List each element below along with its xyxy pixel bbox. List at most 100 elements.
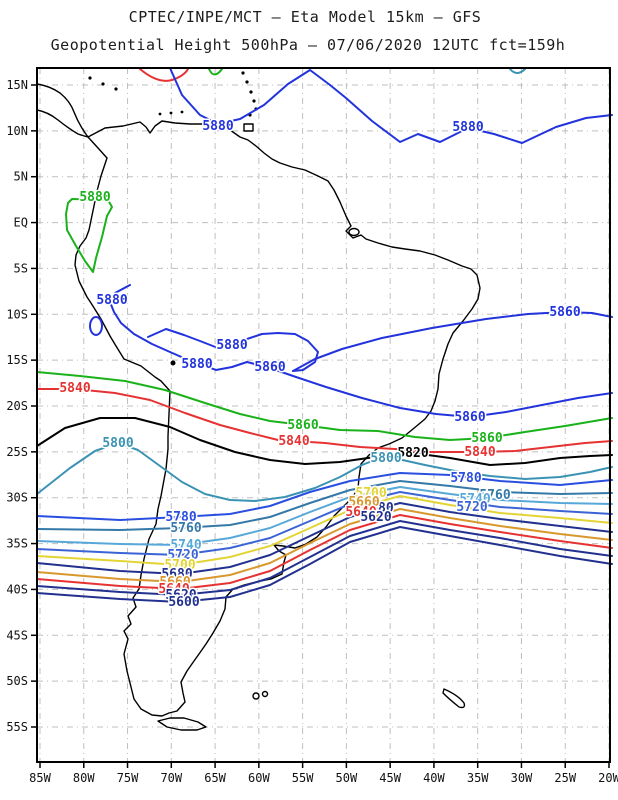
contour-label: 5720 (456, 500, 487, 515)
contour-5820 (36, 417, 613, 466)
coastline-central-america-caribbean (36, 83, 89, 138)
contour-label: 5880 (96, 293, 127, 308)
contour-label: 5800 (370, 451, 401, 466)
island-falkland-west (252, 692, 260, 700)
contour-label: 5760 (170, 521, 201, 536)
lon-tick-label: 60W (248, 771, 270, 785)
lat-tick-label: EQ (14, 216, 28, 230)
lon-tick-label: 45W (379, 771, 401, 785)
lon-tick-label: 25W (554, 771, 576, 785)
page-title: CPTEC/INPE/MCT – Eta Model 15km – GFS (129, 8, 482, 26)
contour-labels: 5880 5880 5880 5880 5880 5880 5860 5860 5860 5860… (58, 118, 582, 612)
contour-label: 5640 (345, 505, 376, 520)
contour-label: 5880 (216, 338, 247, 353)
contour-label: 5700 (355, 486, 386, 501)
lat-tick-label: 40S (6, 582, 28, 596)
lon-tick-label: 55W (292, 771, 314, 785)
contour-layer (36, 67, 613, 603)
lat-tick-label: 45S (6, 628, 28, 642)
contour-label: 5860 (454, 410, 485, 425)
island-trinidad (243, 123, 254, 132)
contour-5740 (36, 486, 613, 546)
lake-titicaca (170, 360, 176, 366)
lat-tick-label: 55S (6, 720, 28, 734)
contour-label: 5860 (549, 305, 580, 320)
contour-label: 5740 (459, 492, 490, 507)
contour-label: 5880 (181, 357, 212, 372)
contour-5720 (36, 491, 613, 556)
contour-5780 (36, 472, 613, 521)
lon-tick-label: 40W (423, 771, 445, 785)
contour-label: 5880 (202, 119, 233, 134)
coastline-layer (36, 71, 481, 731)
lat-tick-label: 20S (6, 399, 28, 413)
lat-tick-label: 10N (6, 124, 28, 138)
lat-tick-label: 15S (6, 353, 28, 367)
contour-label: 5860 (471, 431, 502, 446)
contour-label: 5820 (397, 446, 428, 461)
contour-5620 (36, 520, 613, 596)
contour-5760 (36, 480, 613, 531)
lon-tick-label: 30W (511, 771, 533, 785)
contour-5600 (36, 526, 613, 603)
island-south-georgia (442, 688, 466, 709)
contour-5840 (36, 388, 613, 453)
lat-tick-label: 30S (6, 491, 28, 505)
contour-label: 5700 (164, 558, 195, 573)
contour-label: 5680 (161, 567, 192, 582)
contour-label: 5860 (287, 418, 318, 433)
lat-tick-label: 5S (14, 261, 28, 275)
contour-label: 5860 (254, 360, 285, 375)
contour-5860-ridge-top (292, 311, 613, 372)
contour-label: 5640 (158, 582, 189, 597)
coastline-tierra-del-fuego (157, 717, 207, 731)
contour-label: 5720 (167, 548, 198, 563)
contour-label: 5660 (159, 575, 190, 590)
contour-5880-ecuador-loop (65, 198, 113, 273)
contour-label: 5760 (479, 488, 510, 503)
contour-5860-main (36, 371, 613, 441)
lon-tick-label: 20W (598, 771, 618, 785)
contour-5880-west-meander (109, 284, 248, 371)
lon-tick-label: 65W (204, 771, 226, 785)
contour-5680 (36, 502, 613, 575)
contour-label: 5840 (278, 434, 309, 449)
contour-label: 5680 (362, 501, 393, 516)
lon-tick-label: 35W (467, 771, 489, 785)
contour-label: 5780 (165, 510, 196, 525)
contour-label: 5800 (102, 436, 133, 451)
contour-label: 5780 (450, 471, 481, 486)
contour-label: 5620 (165, 588, 196, 603)
contour-5900-top-arc (139, 68, 189, 82)
contour-5860-south-line (246, 361, 613, 418)
map-grid (37, 68, 610, 762)
lat-tick-label: 50S (6, 674, 28, 688)
lon-tick-label: 75W (117, 771, 139, 785)
contour-5700 (36, 495, 613, 566)
contour-5880-north (169, 67, 613, 144)
lon-tick-label: 70W (160, 771, 182, 785)
lon-tick-label: 80W (73, 771, 95, 785)
island-marajo (348, 227, 360, 237)
contour-label: 5880 (452, 120, 483, 135)
islands-antilles (88, 71, 258, 117)
coastline-south-america (74, 120, 481, 717)
contour-5640 (36, 514, 613, 590)
lat-tick-label: 10S (6, 307, 28, 321)
lon-tick-label: 85W (29, 771, 51, 785)
contour-label: 5620 (360, 510, 391, 525)
contour-label: 5840 (59, 381, 90, 396)
contour-5880-small-loop (89, 316, 103, 336)
map-frame (36, 67, 611, 763)
contour-label: 5880 (79, 190, 110, 205)
contour-label: 5600 (168, 595, 199, 610)
lat-tick-label: 35S (6, 537, 28, 551)
lat-tick-label: 15N (6, 78, 28, 92)
lat-tick-label: 25S (6, 445, 28, 459)
contour-5800 (36, 442, 613, 502)
contour-label: 5660 (348, 495, 379, 510)
contour-5660 (36, 508, 613, 583)
contour-top-arc-teal (509, 68, 526, 74)
